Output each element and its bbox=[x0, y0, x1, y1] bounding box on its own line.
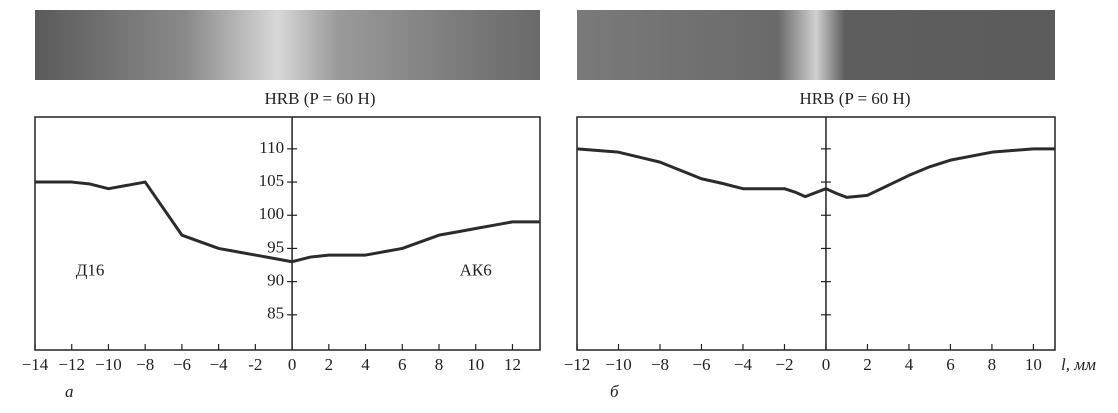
chart-title: HRB (P = 60 Н) bbox=[265, 89, 376, 108]
y-tick-label: 85 bbox=[267, 304, 284, 323]
x-tick-label: 10 bbox=[467, 355, 484, 374]
x-tick-label: −8 bbox=[651, 355, 669, 374]
y-tick-label: 90 bbox=[267, 271, 284, 290]
x-tick-label: 2 bbox=[863, 355, 872, 374]
x-tick-label: 10 bbox=[1025, 355, 1042, 374]
x-tick-label: −4 bbox=[734, 355, 753, 374]
x-tick-label: −10 bbox=[605, 355, 632, 374]
annotation: Д16 bbox=[76, 261, 105, 280]
y-tick-label: 100 bbox=[259, 204, 285, 223]
x-tick-label: 6 bbox=[946, 355, 955, 374]
x-tick-label: 8 bbox=[988, 355, 997, 374]
x-tick-label: −10 bbox=[95, 355, 122, 374]
x-tick-label: 8 bbox=[435, 355, 444, 374]
plot-frame bbox=[34, 116, 541, 351]
plot-frame bbox=[576, 116, 1056, 351]
x-tick-label: 4 bbox=[905, 355, 914, 374]
panel-label: а bbox=[65, 382, 74, 401]
x-tick-label: -2 bbox=[248, 355, 262, 374]
x-axis-label: l, мм bbox=[1061, 355, 1096, 374]
x-tick-label: −6 bbox=[173, 355, 191, 374]
x-tick-label: −14 bbox=[22, 355, 49, 374]
x-tick-label: −12 bbox=[564, 355, 591, 374]
x-tick-label: −8 bbox=[136, 355, 154, 374]
x-tick-label: 6 bbox=[398, 355, 407, 374]
y-tick-label: 110 bbox=[259, 138, 284, 157]
y-tick-label: 105 bbox=[259, 171, 285, 190]
x-tick-label: 12 bbox=[504, 355, 521, 374]
chart-title: HRB (P = 60 Н) bbox=[800, 89, 911, 108]
specimen-photo bbox=[577, 10, 1055, 80]
data-line bbox=[35, 180, 540, 264]
annotation: АК6 bbox=[460, 261, 492, 280]
x-tick-label: −6 bbox=[692, 355, 710, 374]
x-tick-label: −4 bbox=[210, 355, 229, 374]
panel-label: б bbox=[610, 382, 619, 401]
specimen-photo bbox=[35, 10, 540, 80]
x-tick-label: −12 bbox=[58, 355, 85, 374]
x-tick-label: 0 bbox=[822, 355, 831, 374]
x-tick-label: −2 bbox=[775, 355, 793, 374]
x-tick-label: 4 bbox=[361, 355, 370, 374]
data-line bbox=[576, 147, 1055, 199]
x-tick-label: 2 bbox=[325, 355, 334, 374]
x-tick-label: 0 bbox=[288, 355, 297, 374]
y-tick-label: 95 bbox=[267, 237, 284, 256]
